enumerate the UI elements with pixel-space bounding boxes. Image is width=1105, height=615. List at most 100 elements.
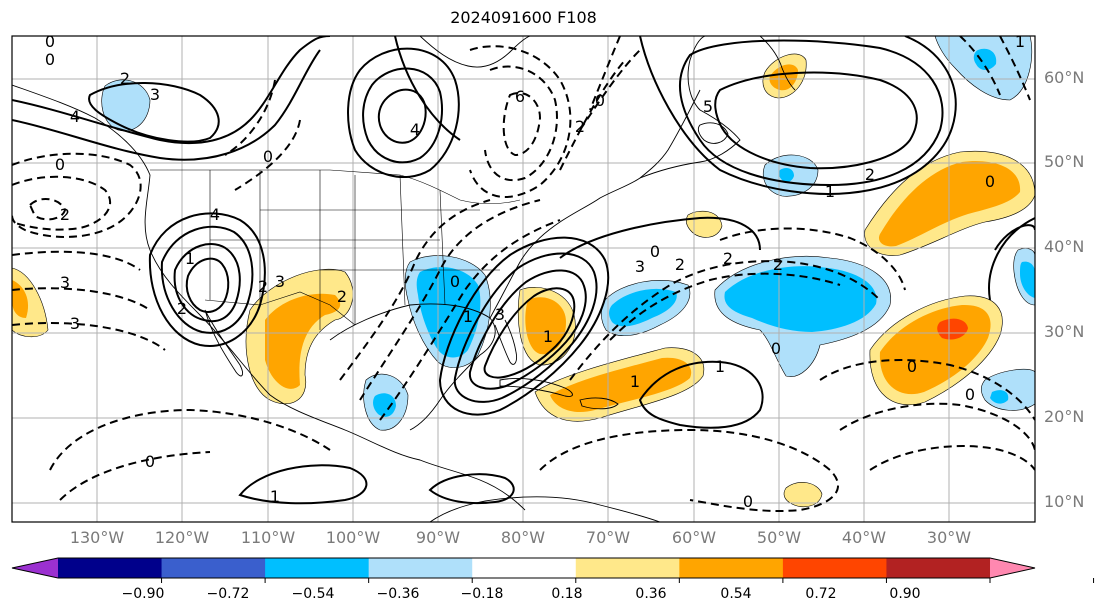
contour-label: 3 [60, 273, 70, 292]
contour-label: 0 [907, 357, 917, 376]
map-frame [11, 35, 1036, 523]
contour-dashed [28, 198, 67, 221]
contour-label: 0 [45, 32, 55, 51]
contour-solid [438, 236, 610, 416]
lon-label: 50°W [756, 528, 802, 547]
contour-dashed [484, 65, 558, 182]
contour-solid [468, 269, 587, 390]
colorbar-cell [472, 558, 577, 578]
colorbar-extend-min [12, 558, 58, 578]
lon-label: 130°W [69, 528, 125, 547]
contour-solid [394, 36, 957, 195]
contour-label: 6 [515, 87, 525, 106]
coastlines [12, 36, 796, 522]
shade-region-yellow [12, 267, 49, 338]
coastline-baja [204, 309, 243, 377]
contour-dashed [719, 227, 906, 291]
lon-label: 60°W [671, 528, 717, 547]
lon-label: 100°W [325, 528, 381, 547]
contour-label: 2 [337, 287, 347, 306]
coastline-gulf-mexico [329, 303, 496, 431]
contour-label: 2 [773, 255, 783, 274]
contour-label: 0 [985, 172, 995, 191]
shade-region-blue [416, 267, 481, 358]
contour-solid [347, 47, 460, 179]
lon-label: 90°W [415, 528, 461, 547]
contour-solid [428, 473, 515, 505]
contour-label: 3 [635, 257, 645, 276]
shade-region-orange [769, 64, 798, 91]
contour-label: 1 [630, 372, 640, 391]
contour-label: 1 [825, 182, 835, 201]
contour-solid [173, 243, 241, 323]
coastline-hispaniola [579, 397, 619, 410]
border-state [209, 170, 500, 330]
contour-label: 2 [865, 165, 875, 184]
contour-dashed [224, 79, 301, 191]
contour-label: 0 [743, 492, 753, 511]
shading-positive [12, 53, 1035, 507]
contour-label: 4 [210, 205, 220, 224]
contour-label: 5 [703, 97, 713, 116]
contour-dashed [609, 272, 841, 341]
borders [150, 169, 521, 330]
coastline-canada-east [639, 36, 741, 179]
contour-solid [148, 212, 266, 347]
colorbar-tick-label: 0.54 [720, 586, 752, 602]
lon-label: 40°W [841, 528, 887, 547]
contour-label: 2 [177, 299, 187, 318]
lat-label: 60°N [1044, 68, 1085, 87]
contour-solid [638, 360, 764, 429]
contour-label: 0 [771, 339, 781, 358]
colorbar-cell [679, 558, 784, 578]
contour-solid [88, 82, 220, 143]
lat-label: 30°N [1044, 322, 1085, 341]
contour-label: 2 [675, 255, 685, 274]
coastline-florida [494, 319, 517, 365]
contour-label: 2 [120, 69, 130, 88]
contour-dashed [959, 36, 1031, 101]
contour-dashed [819, 359, 1035, 421]
contour-label: 3 [70, 314, 80, 333]
lon-label: 30°W [926, 528, 972, 547]
coastline-hudson-bay [419, 36, 531, 68]
colorbar [11, 557, 1095, 583]
contour-label: 3 [150, 85, 160, 104]
colorbar-extend-max [990, 558, 1035, 578]
border-us-mexico [204, 291, 356, 326]
coastline-atlantic-us [489, 89, 701, 319]
shade-region-orange [265, 293, 341, 389]
shade-region-yellow [783, 482, 823, 507]
contour-dashed [869, 445, 1035, 471]
contour-label: 0 [263, 147, 273, 166]
contour-label: 1 [1015, 32, 1025, 51]
colorbar-tick-label: −0.36 [376, 586, 420, 602]
colorbar-cell [575, 558, 680, 578]
contour-label: 4 [70, 107, 80, 126]
contour-dashed [12, 175, 111, 231]
shade-region-blue [373, 393, 396, 417]
shade-region-blue [1020, 261, 1035, 298]
contour-solid [12, 49, 321, 161]
contour-solid [988, 217, 1035, 301]
contour-solid [362, 67, 443, 164]
contour-label: 0 [145, 452, 155, 471]
contour-solid [483, 287, 576, 379]
contour-dashed [339, 199, 491, 381]
contour-label: 1 [270, 487, 280, 506]
contour-dashed [502, 92, 542, 157]
colorbar-cell [782, 558, 887, 578]
colorbar-cell [58, 558, 163, 578]
contour-label: 2 [60, 205, 70, 224]
contour-label: 0 [55, 155, 65, 174]
contour-label: 1 [543, 327, 553, 346]
contour-dashed [539, 428, 840, 512]
contour-label: 0 [650, 242, 660, 261]
colorbar-tick-label: −0.90 [121, 586, 165, 602]
contour-label: 2 [723, 249, 733, 268]
lat-label: 20°N [1044, 407, 1085, 426]
contour-label: 1 [715, 357, 725, 376]
contour-label: 0 [965, 385, 975, 404]
lat-label: 10°N [1044, 492, 1085, 511]
